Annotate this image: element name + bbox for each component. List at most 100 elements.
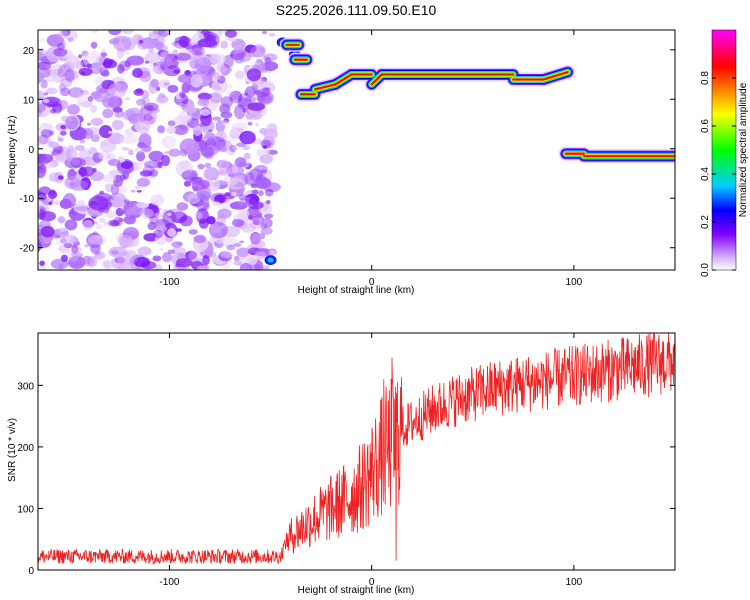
noise-speckle [189, 47, 206, 61]
noise-speckle [254, 263, 261, 270]
noise-speckle [50, 64, 68, 75]
noise-speckle [69, 222, 75, 227]
noise-speckle [199, 118, 215, 134]
noise-speckle [247, 215, 254, 220]
noise-speckle [238, 193, 247, 201]
noise-speckle [244, 96, 257, 103]
noise-speckle [79, 139, 86, 144]
noise-speckle [136, 151, 146, 162]
noise-speckle [188, 229, 198, 235]
noise-speckle [225, 37, 231, 41]
noise-speckle [259, 232, 266, 240]
noise-speckle [84, 244, 89, 248]
y-tick-label: 10 [23, 95, 35, 106]
spectrogram-x-label: Height of straight line (km) [298, 285, 415, 296]
noise-speckle [245, 171, 255, 186]
y-tick-label: -20 [20, 244, 35, 255]
noise-speckle [179, 91, 186, 99]
noise-speckle [38, 265, 47, 270]
noise-speckle [143, 102, 159, 112]
noise-speckle [38, 38, 46, 42]
noise-speckle [239, 263, 252, 270]
noise-speckle [208, 221, 228, 239]
noise-speckle [202, 202, 210, 210]
noise-speckle [167, 212, 172, 217]
noise-speckle [46, 197, 52, 202]
noise-speckle [220, 179, 228, 185]
noise-speckle [197, 38, 218, 48]
noise-speckle [70, 157, 86, 168]
noise-speckle [191, 181, 205, 191]
noise-speckle [256, 89, 270, 98]
figure-title: S225.2026.111.09.50.E10 [276, 2, 437, 18]
noise-speckle [190, 74, 203, 88]
noise-speckle [173, 124, 189, 136]
noise-speckle [197, 92, 212, 100]
noise-speckle [144, 51, 161, 64]
noise-speckle [59, 87, 71, 97]
noise-speckle [49, 189, 56, 196]
noise-speckle [225, 134, 236, 143]
noise-speckle [130, 189, 136, 193]
noise-speckle [132, 67, 143, 79]
noise-speckle [232, 165, 239, 173]
noise-speckle [215, 120, 226, 133]
noise-speckle [40, 79, 48, 89]
noise-speckle [135, 88, 144, 94]
noise-speckle [256, 148, 264, 157]
spectrogram-echo-traces [279, 37, 675, 164]
noise-speckle [209, 53, 226, 65]
noise-speckle [204, 132, 216, 139]
noise-speckle [125, 97, 130, 101]
noise-speckle [108, 130, 113, 134]
noise-speckle [155, 86, 161, 92]
noise-speckle [57, 175, 64, 180]
noise-speckle [263, 149, 270, 154]
noise-speckle [53, 199, 60, 206]
noise-speckle [64, 114, 80, 131]
noise-speckle [38, 122, 55, 138]
noise-speckle [60, 238, 67, 244]
noise-speckle [100, 52, 108, 57]
noise-speckle [197, 163, 205, 170]
noise-speckle [50, 108, 57, 114]
noise-speckle [57, 69, 63, 74]
noise-speckle [80, 71, 86, 76]
noise-speckle [118, 262, 136, 270]
noise-speckle [42, 99, 50, 104]
noise-speckle [217, 208, 232, 219]
noise-speckle [49, 130, 55, 136]
colorbar-tick-label: 0.0 [700, 263, 711, 277]
noise-speckle [166, 125, 176, 135]
noise-speckle [48, 172, 62, 183]
noise-speckle [95, 60, 104, 71]
noise-speckle [57, 137, 64, 142]
noise-hotspot-core [267, 257, 274, 263]
noise-speckle [103, 221, 108, 226]
noise-speckle [68, 255, 86, 269]
noise-speckle [220, 251, 235, 259]
noise-speckle [230, 37, 238, 43]
noise-speckle [258, 190, 264, 197]
noise-speckle [181, 170, 198, 180]
echo-trace-segment [314, 83, 337, 91]
noise-speckle [220, 40, 228, 49]
noise-speckle [58, 83, 67, 92]
noise-speckle [57, 133, 62, 139]
noise-speckle [139, 170, 153, 177]
noise-speckle [152, 62, 158, 67]
noise-speckle [111, 119, 124, 131]
y-tick-label: 100 [17, 504, 34, 515]
snr-plot-area [38, 333, 675, 570]
noise-speckle [258, 81, 276, 94]
noise-speckle [73, 203, 88, 214]
noise-speckle [38, 160, 39, 162]
noise-speckle [247, 102, 266, 111]
noise-speckle [216, 214, 227, 227]
noise-speckle [46, 87, 58, 95]
noise-speckle [87, 234, 107, 246]
noise-speckle [143, 233, 159, 242]
noise-speckle [134, 185, 141, 190]
noise-speckle [38, 47, 48, 60]
noise-speckle [59, 226, 67, 232]
